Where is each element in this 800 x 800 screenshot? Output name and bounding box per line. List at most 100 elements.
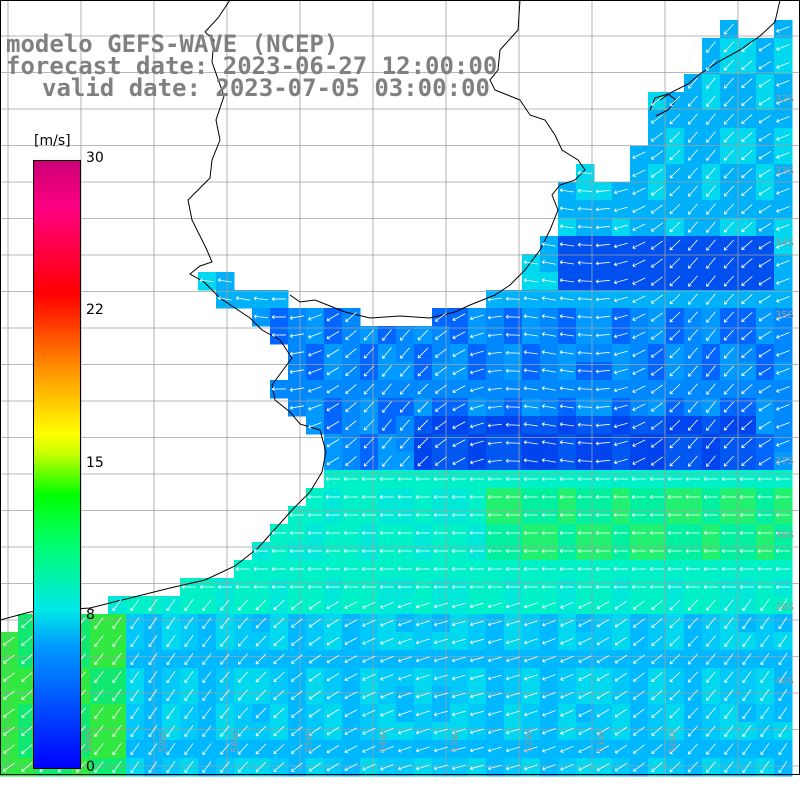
wind-arrow	[776, 386, 790, 393]
wind-arrow	[559, 332, 574, 337]
wind-arrow	[524, 710, 538, 717]
wind-arrow	[363, 437, 375, 449]
wind-arrow	[130, 743, 140, 756]
wind-arrow	[523, 476, 538, 482]
wind-arrow	[361, 512, 376, 518]
wind-arrow	[650, 168, 663, 178]
wind-arrow	[724, 707, 734, 719]
wind-arrow	[649, 494, 664, 500]
wind-arrow	[687, 203, 698, 215]
wind-arrow	[451, 548, 466, 554]
wind-arrow	[308, 708, 321, 718]
wind-arrow	[742, 671, 752, 684]
wind-arrow	[541, 458, 556, 463]
wind-arrow	[721, 476, 736, 482]
wind-arrow	[469, 620, 484, 627]
wind-arrow	[400, 383, 410, 395]
wind-arrow	[559, 386, 574, 391]
wind-arrow	[202, 635, 212, 647]
wind-arrow	[220, 761, 230, 773]
wind-arrow	[776, 224, 790, 231]
wind-arrow	[94, 707, 104, 719]
wind-arrow	[452, 439, 466, 448]
wind-arrow	[595, 405, 611, 410]
wind-arrow	[650, 150, 663, 160]
wind-arrow	[631, 494, 646, 500]
wind-arrow	[559, 278, 574, 283]
wind-arrow	[451, 710, 466, 717]
wind-arrow	[112, 617, 122, 630]
wind-arrow	[541, 494, 556, 500]
wind-arrow	[667, 512, 682, 518]
wind-arrow	[307, 494, 322, 500]
wind-arrow	[112, 689, 122, 702]
wind-arrow	[741, 168, 753, 178]
wind-arrow	[166, 707, 176, 720]
wind-arrow	[148, 671, 158, 684]
wind-arrow	[667, 494, 682, 500]
wind-arrow	[560, 655, 574, 663]
wind-arrow	[184, 671, 194, 684]
wind-arrow	[723, 401, 735, 413]
wind-arrow	[776, 314, 790, 321]
wind-arrow	[291, 636, 303, 646]
wind-arrow	[758, 114, 772, 124]
wind-arrow	[469, 674, 484, 681]
wind-arrow	[382, 401, 392, 413]
wind-arrow	[577, 458, 593, 463]
lon-label: 54W	[378, 730, 389, 753]
wind-arrow	[524, 728, 538, 735]
wind-arrow	[523, 494, 538, 500]
wind-arrow	[651, 708, 663, 718]
wind-arrow	[148, 653, 158, 666]
wind-arrow	[202, 761, 212, 773]
wind-arrow	[326, 439, 340, 448]
wind-arrow	[632, 241, 646, 250]
wind-arrow	[361, 584, 376, 590]
wind-arrow	[202, 653, 212, 665]
wind-arrow	[559, 494, 574, 500]
wind-arrow	[289, 530, 304, 536]
wind-arrow	[273, 690, 285, 701]
wind-arrow	[723, 293, 735, 305]
wind-arrow	[505, 656, 520, 663]
wind-arrow	[650, 330, 663, 340]
wind-arrow	[685, 512, 700, 518]
wind-arrow	[631, 530, 646, 536]
wind-arrow	[487, 351, 503, 356]
wind-arrow	[721, 584, 736, 590]
wind-arrow	[613, 584, 628, 590]
wind-arrow	[778, 689, 788, 702]
wind-arrow	[631, 548, 646, 554]
wind-arrow	[184, 653, 194, 666]
wind-arrow	[706, 617, 716, 629]
wind-arrow	[560, 763, 574, 771]
wind-arrow	[560, 637, 574, 645]
colorbar-tick-30: 30	[86, 150, 104, 166]
wind-arrow	[775, 530, 790, 536]
wind-arrow	[778, 761, 788, 774]
wind-arrow	[706, 455, 716, 467]
wind-arrow	[255, 653, 267, 665]
wind-arrow	[613, 260, 628, 267]
wind-arrow	[451, 674, 466, 681]
wind-arrow	[523, 566, 538, 572]
wind-arrow	[741, 294, 753, 304]
wind-arrow	[487, 692, 502, 699]
lat-label: 34S	[774, 238, 794, 249]
wind-arrow	[398, 638, 412, 645]
wind-arrow	[273, 672, 285, 683]
wind-arrow	[650, 456, 663, 466]
wind-arrow	[435, 420, 447, 430]
wind-arrow	[687, 149, 698, 161]
wind-arrow	[721, 494, 736, 500]
wind-arrow	[687, 599, 699, 611]
wind-arrow	[380, 710, 394, 717]
wind-arrow	[757, 584, 772, 590]
wind-arrow	[669, 725, 681, 737]
wind-arrow	[651, 672, 663, 682]
wind-arrow	[669, 401, 681, 413]
wind-arrow	[487, 315, 503, 320]
wind-arrow	[345, 438, 357, 448]
wind-arrow	[451, 512, 466, 518]
